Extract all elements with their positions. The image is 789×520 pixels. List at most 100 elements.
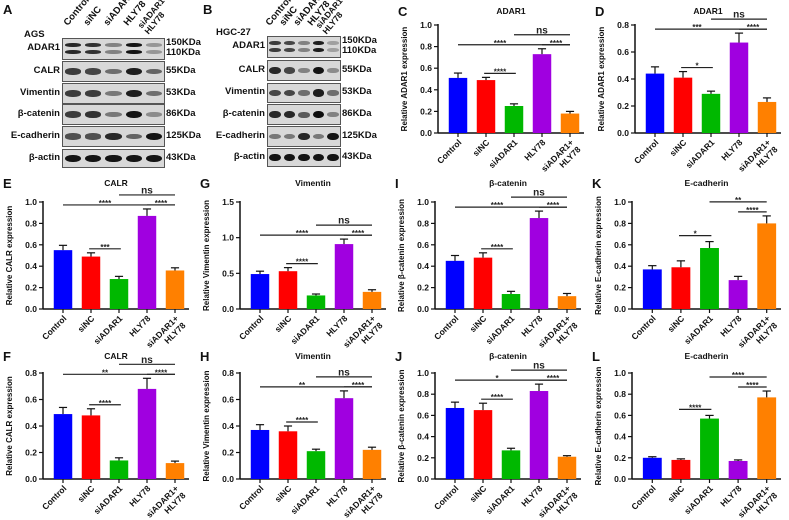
x-tick-label-group: Control [432, 313, 460, 341]
protein-band [312, 110, 325, 119]
protein-band [145, 154, 162, 163]
bar-hly78 [137, 388, 157, 479]
y-tick-label: 0.2 [617, 101, 629, 111]
protein-band [65, 111, 82, 118]
blot-row-label: β-catenin [17, 107, 60, 119]
protein-band [312, 66, 325, 75]
bar-siadar1 [701, 93, 721, 133]
x-tick-label-group: siADAR1 [484, 313, 517, 346]
protein-band [312, 153, 325, 162]
protein-band [269, 110, 281, 119]
bar-siadar1-hly78 [557, 296, 577, 309]
x-tick-label: siNC [666, 313, 687, 334]
protein-band [145, 43, 162, 47]
x-tick-label-group: siNC [273, 313, 294, 334]
protein-band [125, 133, 142, 140]
x-tick-label: siADAR1 [682, 483, 715, 516]
x-tick-label: HLY78 [719, 137, 744, 162]
protein-band [65, 90, 82, 97]
x-tick-label-group: siNC [273, 483, 294, 504]
significance-label: **** [296, 416, 309, 425]
protein-band [125, 67, 142, 76]
bar-siadar1 [504, 106, 524, 133]
blot-membrane [267, 60, 341, 81]
protein-band [327, 90, 339, 96]
panel-letter: G [200, 176, 210, 191]
molecular-weight-label: 55KDa [166, 64, 196, 76]
y-axis-label: Relative β-catenin expression [397, 369, 406, 482]
blot-membrane [62, 104, 165, 125]
molecular-weight-label: 110KDa [166, 47, 201, 58]
x-tick-label-group: siNC [471, 137, 492, 158]
bar-control [53, 414, 73, 479]
blot-row-label: E-cadherin [215, 129, 265, 141]
chart-title: E-cadherin [685, 351, 729, 361]
x-tick-label: siADAR1 [484, 483, 517, 516]
x-tick-label-group: siADAR1 [92, 483, 125, 516]
chart-title: CALR [104, 178, 128, 188]
x-tick-label-group: siNC [668, 137, 689, 158]
protein-band [85, 43, 102, 47]
bar-siadar1-hly78 [557, 456, 577, 479]
western-blot-panel-hgc27: B HGC-27 Control siNC siADAR1 HLY78 siADAR1+ H… [200, 0, 395, 170]
y-tick-label: 0.2 [222, 448, 234, 458]
bar-hly78 [728, 280, 748, 309]
bar-chart-g: G Vimentin Relative Vimentin expression 0.0… [200, 176, 386, 350]
y-tick-label: 0.6 [614, 410, 626, 420]
bar-hly78 [334, 398, 354, 479]
y-axis-label: Relative E-cadherin expression [594, 367, 603, 486]
x-tick-label: siADAR1 [487, 137, 520, 170]
blot-row-label: β-actin [28, 151, 60, 163]
protein-band [125, 50, 142, 54]
protein-band [105, 132, 122, 141]
x-tick-label: HLY78 [519, 313, 544, 338]
blot-membrane [62, 83, 165, 104]
y-tick-label: 0.4 [617, 74, 629, 84]
bar-control [642, 269, 662, 309]
x-tick-label-group: siADAR1 [682, 483, 715, 516]
x-tick-label-group: Control [40, 483, 68, 511]
significance-label: * [694, 230, 698, 239]
bar-control [445, 260, 465, 309]
significance-label: ns [533, 361, 545, 372]
bar-siadar1-hly78 [757, 101, 777, 133]
y-tick-label: 0.2 [417, 453, 429, 463]
y-tick-label: 0.0 [614, 474, 626, 484]
protein-band [312, 48, 325, 52]
blot-row-label: β-catenin [222, 107, 265, 119]
blot-membrane [267, 104, 341, 125]
cell-line-label: AGS [24, 29, 45, 40]
y-tick-label: 0.2 [417, 283, 429, 293]
significance-label: **** [746, 206, 759, 215]
y-tick-label: 0.0 [617, 128, 629, 138]
y-tick-label: 0.2 [614, 283, 626, 293]
bar-siadar1 [700, 248, 719, 309]
bar-hly78 [729, 42, 749, 133]
y-tick-label: 0.6 [420, 63, 432, 73]
y-tick-label: 0.4 [25, 421, 37, 431]
significance-label: **** [491, 393, 504, 402]
x-tick-label: siNC [471, 137, 492, 158]
protein-band [312, 41, 325, 45]
x-tick-label: siNC [76, 313, 97, 334]
protein-band [298, 132, 310, 141]
y-tick-label: 0.8 [614, 389, 626, 399]
significance-label: ** [102, 368, 109, 377]
y-tick-label: 0.8 [25, 218, 37, 228]
protein-band [85, 50, 102, 54]
significance-label: ns [533, 188, 545, 199]
protein-band [298, 90, 310, 96]
protein-band [125, 43, 142, 47]
x-tick-label: siADAR1 [92, 313, 125, 346]
protein-band [85, 111, 102, 118]
x-tick-label-group: Control [432, 483, 460, 511]
y-tick-label: 0.8 [417, 218, 429, 228]
bar-siadar1 [109, 460, 129, 479]
y-tick-label: 1.0 [614, 197, 626, 207]
y-axis-label: Relative Vimentin expression [202, 200, 211, 311]
bar-sinc [473, 257, 493, 309]
y-tick-label: 0.8 [420, 42, 432, 52]
protein-band [65, 43, 82, 47]
bar-siadar1-hly78 [362, 449, 382, 479]
